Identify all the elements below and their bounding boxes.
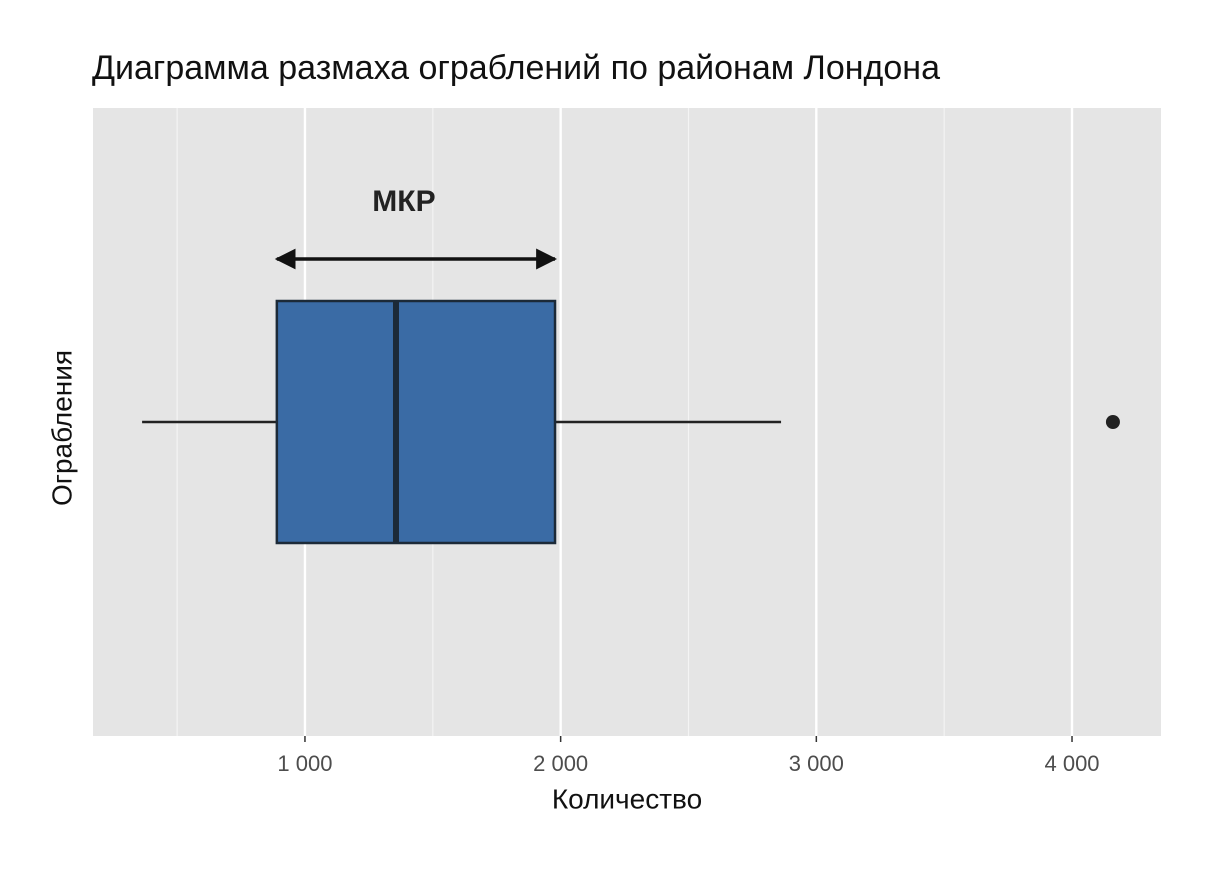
x-tick-label: 1 000 — [277, 751, 332, 776]
chart-title: Диаграмма размаха ограблений по районам … — [92, 49, 940, 87]
y-axis-label: Ограбления — [46, 350, 77, 506]
outlier — [1105, 415, 1120, 429]
box — [275, 299, 557, 545]
x-tick-label: 2 000 — [533, 751, 588, 776]
x-axis-label: Количество — [552, 783, 702, 814]
x-tick-label: 3 000 — [789, 751, 844, 776]
x-tick-label: 4 000 — [1044, 751, 1099, 776]
annotation: МКР — [372, 185, 435, 218]
